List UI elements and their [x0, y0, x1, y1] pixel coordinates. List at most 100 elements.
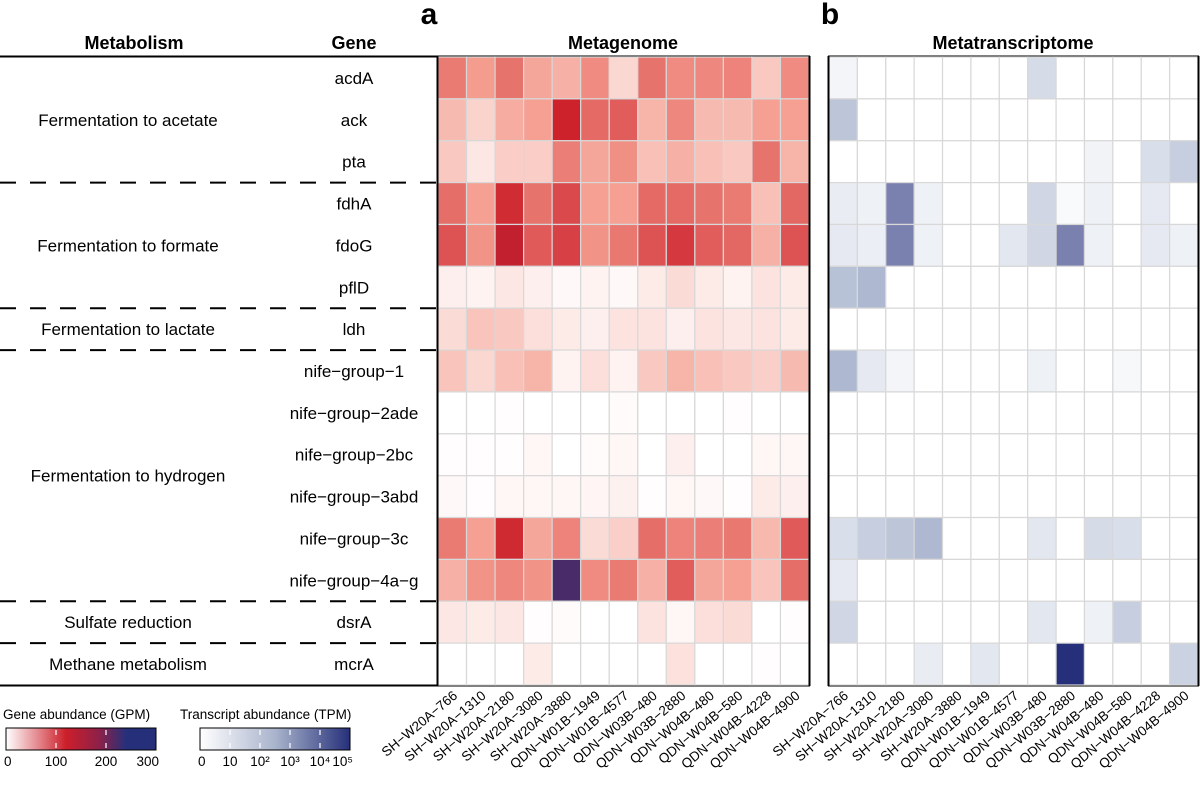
- metagenome-cell-nife-group-2bc-QDN-W03B-480: [637, 433, 667, 477]
- metatranscriptome-cell-nife-group-2ade-SH-W20A-3080: [913, 391, 944, 435]
- metagenome-cell-nife-group-4a-g-QDN-W01B-1949: [580, 558, 610, 602]
- metagenome-cell-mcrA-SH-W20A-3080: [523, 642, 553, 686]
- metatranscriptome-cell-nife-group-3c-SH-W20A-3880: [941, 516, 972, 560]
- metatranscriptome-cell-fdoG-SH-W20A-766: [828, 223, 858, 267]
- metagenome-cell-nife-group-3abd-QDN-W03B-480: [637, 475, 667, 519]
- metagenome-cell-nife-group-2bc-QDN-W01B-4577: [608, 433, 639, 477]
- metagenome-cell-acdA-QDN-W03B-2880: [665, 56, 696, 100]
- metatranscriptome-cell-pta-SH-W20A-1310: [856, 140, 887, 184]
- metatranscriptome-cell-nife-group-1-QDN-W04B-4228: [1140, 349, 1171, 393]
- metatranscriptome-cell-nife-group-4a-g-QDN-W01B-1949: [970, 558, 1000, 602]
- metagenome-cell-pta-QDN-W03B-480: [637, 140, 667, 184]
- metagenome-cell-nife-group-3c-QDN-W04B-4228: [751, 516, 782, 560]
- metagenome-cell-dsrA-SH-W20A-3080: [523, 600, 553, 644]
- transcript-legend-title: Transcript abundance (TPM): [180, 707, 351, 722]
- metagenome-cell-ack-QDN-W04B-580: [722, 98, 753, 142]
- metagenome-cell-ack-QDN-W01B-1949: [580, 98, 610, 142]
- metatranscriptome-cell-nife-group-3c-QDN-W04B-4228: [1140, 516, 1171, 560]
- metagenome-cell-nife-group-1-QDN-W01B-1949: [580, 349, 610, 393]
- metagenome-cell-fdhA-SH-W20A-766: [437, 182, 468, 226]
- metagenome-cell-nife-group-1-QDN-W04B-580: [722, 349, 753, 393]
- metatranscriptome-cell-acdA-SH-W20A-1310: [856, 56, 887, 100]
- metagenome-cell-dsrA-QDN-W04B-4228: [751, 600, 782, 644]
- metagenome-cell-nife-group-3abd-SH-W20A-3880: [551, 475, 582, 519]
- metagenome-cell-nife-group-2ade-QDN-W03B-2880: [665, 391, 696, 435]
- legend-tick-label: 100: [45, 754, 68, 769]
- metatranscriptome-cell-nife-group-2bc-SH-W20A-3880: [941, 433, 972, 477]
- gene-label: pflD: [339, 278, 369, 297]
- metatranscriptome-cell-acdA-QDN-W01B-4577: [998, 56, 1029, 100]
- metatranscriptome-cell-ldh-QDN-W04B-480: [1083, 307, 1114, 351]
- metagenome-cell-pta-QDN-W01B-4577: [608, 140, 639, 184]
- metagenome-cell-nife-group-3c-QDN-W01B-1949: [580, 516, 610, 560]
- metagenome-cell-mcrA-SH-W20A-3880: [551, 642, 582, 686]
- metagenome-cell-nife-group-1-QDN-W03B-480: [637, 349, 667, 393]
- metatranscriptome-cell-nife-group-1-SH-W20A-3080: [913, 349, 944, 393]
- metagenome-cell-ack-QDN-W04B-480: [694, 98, 724, 142]
- metagenome-cell-fdoG-SH-W20A-766: [437, 223, 468, 267]
- metatranscriptome-cell-nife-group-3abd-QDN-W01B-4577: [998, 475, 1029, 519]
- metatranscriptome-cell-dsrA-QDN-W03B-2880: [1055, 600, 1086, 644]
- metatranscriptome-cell-nife-group-2bc-SH-W20A-2180: [885, 433, 915, 477]
- metagenome-cell-fdhA-QDN-W04B-580: [722, 182, 753, 226]
- metatranscriptome-cell-ack-QDN-W04B-4900: [1169, 98, 1199, 142]
- metatranscriptome-cell-acdA-QDN-W03B-480: [1027, 56, 1057, 100]
- metatranscriptome-cell-ldh-SH-W20A-3080: [913, 307, 944, 351]
- metagenome-cell-nife-group-1-QDN-W04B-4900: [779, 349, 810, 393]
- metagenome-cell-pta-QDN-W04B-580: [722, 140, 753, 184]
- metagenome-cell-dsrA-QDN-W01B-1949: [580, 600, 610, 644]
- panel-b-letter: b: [821, 0, 839, 31]
- metagenome-cell-nife-group-3abd-SH-W20A-2180: [494, 475, 525, 519]
- metagenome-cell-pflD-QDN-W04B-480: [694, 265, 724, 309]
- metatranscriptome-cell-pta-QDN-W04B-580: [1112, 140, 1142, 184]
- metagenome-cell-nife-group-2ade-QDN-W01B-4577: [608, 391, 639, 435]
- metatranscriptome-cell-ldh-QDN-W03B-480: [1027, 307, 1057, 351]
- metabolism-group-label: Fermentation to lactate: [41, 320, 215, 339]
- metatranscriptome-cell-fdoG-QDN-W04B-4228: [1140, 223, 1171, 267]
- metatranscriptome-cell-nife-group-3abd-QDN-W04B-4900: [1169, 475, 1199, 519]
- metagenome-cell-fdoG-QDN-W01B-1949: [580, 223, 610, 267]
- metagenome-cell-dsrA-QDN-W03B-2880: [665, 600, 696, 644]
- metatranscriptome-cell-nife-group-1-QDN-W03B-2880: [1055, 349, 1086, 393]
- metagenome-cell-mcrA-QDN-W04B-580: [722, 642, 753, 686]
- metagenome-cell-ack-SH-W20A-766: [437, 98, 468, 142]
- metatranscriptome-cell-pflD-QDN-W03B-480: [1027, 265, 1057, 309]
- metagenome-cell-pflD-QDN-W04B-4900: [779, 265, 810, 309]
- metagenome-cell-nife-group-4a-g-QDN-W04B-4900: [779, 558, 810, 602]
- metagenome-cell-nife-group-3c-QDN-W04B-480: [694, 516, 724, 560]
- metatranscriptome-cell-pta-SH-W20A-3880: [941, 140, 972, 184]
- metagenome-cell-nife-group-1-SH-W20A-3880: [551, 349, 582, 393]
- metatranscriptome-cell-acdA-QDN-W04B-4900: [1169, 56, 1199, 100]
- metagenome-cell-nife-group-2ade-QDN-W03B-480: [637, 391, 667, 435]
- metatranscriptome-cell-fdhA-QDN-W01B-4577: [998, 182, 1029, 226]
- metagenome-cell-dsrA-QDN-W01B-4577: [608, 600, 639, 644]
- metatranscriptome-cell-ldh-QDN-W04B-4228: [1140, 307, 1171, 351]
- metatranscriptome-cell-nife-group-3c-QDN-W01B-4577: [998, 516, 1029, 560]
- metagenome-cell-ldh-SH-W20A-3080: [523, 307, 553, 351]
- metagenome-cell-pflD-QDN-W04B-580: [722, 265, 753, 309]
- metatranscriptome-cell-ack-SH-W20A-2180: [885, 98, 915, 142]
- gene-label: acdA: [335, 69, 374, 88]
- metatranscriptome-cell-nife-group-2bc-QDN-W01B-1949: [970, 433, 1000, 477]
- metagenome-cell-fdhA-QDN-W04B-4228: [751, 182, 782, 226]
- metagenome-cell-ack-SH-W20A-3880: [551, 98, 582, 142]
- metatranscriptome-cell-nife-group-3abd-SH-W20A-766: [828, 475, 858, 519]
- gene-abundance-legend: Gene abundance (GPM) 0 100 200 300: [3, 707, 159, 769]
- metagenome-cell-fdoG-SH-W20A-3880: [551, 223, 582, 267]
- metatranscriptome-cell-nife-group-3abd-QDN-W04B-4228: [1140, 475, 1171, 519]
- metagenome-cell-acdA-QDN-W01B-1949: [580, 56, 610, 100]
- metagenome-cell-nife-group-3c-QDN-W01B-4577: [608, 516, 639, 560]
- gene-label: nife−group−3abd: [290, 488, 419, 507]
- metatranscriptome-cell-mcrA-QDN-W04B-480: [1083, 642, 1114, 686]
- metagenome-cell-ldh-QDN-W04B-480: [694, 307, 724, 351]
- gene-label: nife−group−3c: [300, 529, 409, 548]
- metatranscriptome-cell-pflD-QDN-W04B-4900: [1169, 265, 1199, 309]
- metagenome-cell-pflD-SH-W20A-3080: [523, 265, 553, 309]
- metatranscriptome-cell-nife-group-2bc-QDN-W01B-4577: [998, 433, 1029, 477]
- metatranscriptome-cell-fdoG-SH-W20A-2180: [885, 223, 915, 267]
- metagenome-cell-ldh-QDN-W01B-4577: [608, 307, 639, 351]
- metagenome-cell-pflD-QDN-W04B-4228: [751, 265, 782, 309]
- metagenome-cell-pflD-QDN-W03B-2880: [665, 265, 696, 309]
- metatranscriptome-cell-nife-group-3abd-QDN-W01B-1949: [970, 475, 1000, 519]
- metatranscriptome-cell-fdhA-QDN-W04B-580: [1112, 182, 1142, 226]
